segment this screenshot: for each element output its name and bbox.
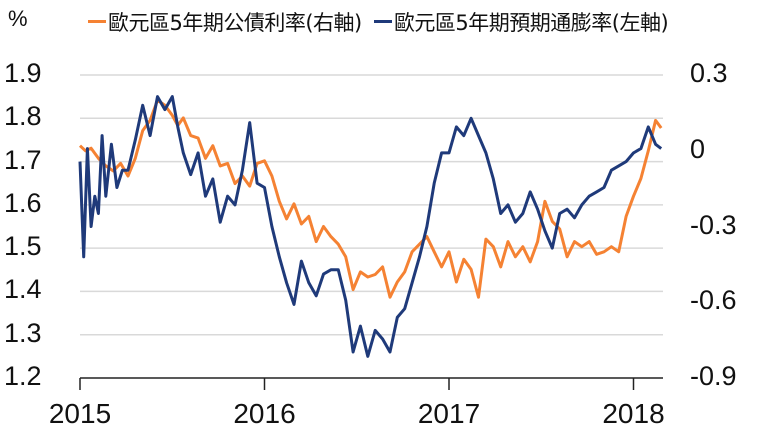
legend-item-inflation: 歐元區5年期預期通膨率(左軸)	[373, 7, 669, 37]
legend: 歐元區5年期公債利率(右軸) 歐元區5年期預期通膨率(左軸)	[88, 4, 674, 37]
right-tick-label: -0.9	[690, 361, 737, 391]
left-tick-label: 1.8	[4, 101, 42, 132]
left-tick-label: 1.6	[4, 187, 42, 218]
x-axis-line	[79, 377, 663, 390]
right-tick-label: 0	[690, 133, 706, 164]
left-tick-label: 1.3	[4, 317, 42, 348]
inflation-expectation-line	[78, 95, 663, 358]
left-tick-label: 1.7	[4, 144, 42, 175]
left-tick-label: 1.9	[4, 58, 42, 88]
right-tick-label: -0.6	[690, 285, 737, 316]
right-tick-label: 0.3	[690, 58, 728, 88]
legend-label: 歐元區5年期公債利率(右軸)	[108, 10, 362, 35]
left-tick-label: 1.4	[4, 274, 42, 305]
legend-swatch-orange	[88, 20, 106, 23]
x-tick-label: 2015	[48, 398, 112, 429]
bond-yield-line	[78, 98, 663, 299]
left-tick-label: 1.2	[4, 361, 42, 391]
x-tick-label: 2018	[602, 398, 665, 429]
right-tick-label: -0.3	[690, 209, 737, 240]
legend-swatch-navy	[373, 20, 392, 23]
x-tick-label: 2017	[417, 398, 481, 429]
x-tick-label: 2016	[233, 398, 296, 429]
legend-label: 歐元區5年期預期通膨率(左軸)	[393, 10, 669, 35]
gridlines	[80, 74, 663, 336]
left-tick-label: 1.5	[4, 231, 42, 262]
legend-item-bond-yield: 歐元區5年期公債利率(右軸)	[88, 7, 362, 37]
unit-label: %	[8, 6, 28, 31]
